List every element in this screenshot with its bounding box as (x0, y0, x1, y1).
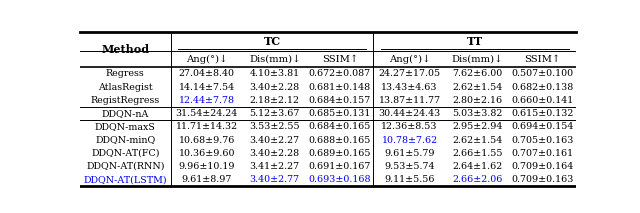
Text: 3.41±2.27: 3.41±2.27 (250, 162, 300, 171)
Text: 0.705±0.163: 0.705±0.163 (511, 135, 574, 145)
Text: 0.660±0.141: 0.660±0.141 (511, 96, 573, 105)
Text: Dis(mm)↓: Dis(mm)↓ (249, 55, 301, 64)
Text: 0.709±0.163: 0.709±0.163 (511, 175, 574, 184)
Text: 2.66±1.55: 2.66±1.55 (452, 149, 503, 158)
Text: 7.62±6.00: 7.62±6.00 (452, 69, 502, 78)
Text: 2.66±2.06: 2.66±2.06 (452, 175, 502, 184)
Text: 0.684±0.157: 0.684±0.157 (308, 96, 371, 105)
Text: SSIM↑: SSIM↑ (322, 55, 358, 64)
Text: 9.11±5.56: 9.11±5.56 (384, 175, 435, 184)
Text: 27.04±8.40: 27.04±8.40 (179, 69, 235, 78)
Text: 0.691±0.167: 0.691±0.167 (308, 162, 371, 171)
Text: DDQN-maxS: DDQN-maxS (95, 122, 156, 131)
Text: 3.53±2.55: 3.53±2.55 (250, 122, 300, 131)
Text: 0.707±0.161: 0.707±0.161 (511, 149, 573, 158)
Text: SSIM↑: SSIM↑ (524, 55, 561, 64)
Text: TT: TT (467, 36, 483, 47)
Text: Ang(°)↓: Ang(°)↓ (186, 55, 228, 64)
Text: Method: Method (101, 44, 149, 55)
Text: 3.40±2.28: 3.40±2.28 (250, 83, 300, 92)
Text: 10.36±9.60: 10.36±9.60 (179, 149, 235, 158)
Text: 0.507±0.100: 0.507±0.100 (511, 69, 573, 78)
Text: 0.681±0.148: 0.681±0.148 (309, 83, 371, 92)
Text: RegistRegress: RegistRegress (91, 96, 160, 105)
Text: 11.71±14.32: 11.71±14.32 (176, 122, 238, 131)
Text: 12.44±7.78: 12.44±7.78 (179, 96, 235, 105)
Text: 12.36±8.53: 12.36±8.53 (381, 122, 438, 131)
Text: 9.61±5.79: 9.61±5.79 (384, 149, 435, 158)
Text: AtlasRegist: AtlasRegist (98, 83, 152, 92)
Text: 0.694±0.154: 0.694±0.154 (511, 122, 574, 131)
Text: 3.40±2.77: 3.40±2.77 (250, 175, 300, 184)
Text: DDQN-nA: DDQN-nA (102, 109, 149, 118)
Text: 2.62±1.54: 2.62±1.54 (452, 135, 502, 145)
Text: 9.61±8.97: 9.61±8.97 (182, 175, 232, 184)
Text: Regress: Regress (106, 69, 145, 78)
Text: 5.03±3.82: 5.03±3.82 (452, 109, 502, 118)
Text: DDQN-AT(LSTM): DDQN-AT(LSTM) (83, 175, 167, 184)
Text: 2.62±1.54: 2.62±1.54 (452, 83, 502, 92)
Text: 0.672±0.087: 0.672±0.087 (309, 69, 371, 78)
Text: 14.14±7.54: 14.14±7.54 (179, 83, 235, 92)
Text: Dis(mm)↓: Dis(mm)↓ (452, 55, 503, 64)
Text: 0.689±0.165: 0.689±0.165 (308, 149, 371, 158)
Text: 10.78±7.62: 10.78±7.62 (381, 135, 438, 145)
Text: 2.80±2.16: 2.80±2.16 (452, 96, 502, 105)
Text: 30.44±24.43: 30.44±24.43 (378, 109, 441, 118)
Text: TC: TC (264, 36, 280, 47)
Text: 2.64±1.62: 2.64±1.62 (452, 162, 502, 171)
Text: 5.12±3.67: 5.12±3.67 (250, 109, 300, 118)
Text: 9.53±5.74: 9.53±5.74 (384, 162, 435, 171)
Text: 3.40±2.27: 3.40±2.27 (250, 135, 300, 145)
Text: 13.87±11.77: 13.87±11.77 (378, 96, 440, 105)
Text: DDQN-AT(RNN): DDQN-AT(RNN) (86, 162, 164, 171)
Text: 0.684±0.165: 0.684±0.165 (308, 122, 371, 131)
Text: 13.43±4.63: 13.43±4.63 (381, 83, 438, 92)
Text: 3.40±2.28: 3.40±2.28 (250, 149, 300, 158)
Text: Ang(°)↓: Ang(°)↓ (388, 55, 430, 64)
Text: 2.95±2.94: 2.95±2.94 (452, 122, 502, 131)
Text: 0.682±0.138: 0.682±0.138 (511, 83, 573, 92)
Text: DDQN-AT(FC): DDQN-AT(FC) (91, 149, 159, 158)
Text: DDQN-minQ: DDQN-minQ (95, 135, 156, 145)
Text: 10.68±9.76: 10.68±9.76 (179, 135, 235, 145)
Text: 0.709±0.164: 0.709±0.164 (511, 162, 573, 171)
Text: 0.615±0.132: 0.615±0.132 (511, 109, 574, 118)
Text: 9.96±10.19: 9.96±10.19 (179, 162, 235, 171)
Text: 4.10±3.81: 4.10±3.81 (250, 69, 300, 78)
Text: 0.693±0.168: 0.693±0.168 (308, 175, 371, 184)
Text: 0.685±0.131: 0.685±0.131 (308, 109, 371, 118)
Text: 24.27±17.05: 24.27±17.05 (378, 69, 440, 78)
Text: 2.18±2.12: 2.18±2.12 (250, 96, 300, 105)
Text: 0.688±0.165: 0.688±0.165 (308, 135, 371, 145)
Text: 31.54±24.24: 31.54±24.24 (176, 109, 238, 118)
